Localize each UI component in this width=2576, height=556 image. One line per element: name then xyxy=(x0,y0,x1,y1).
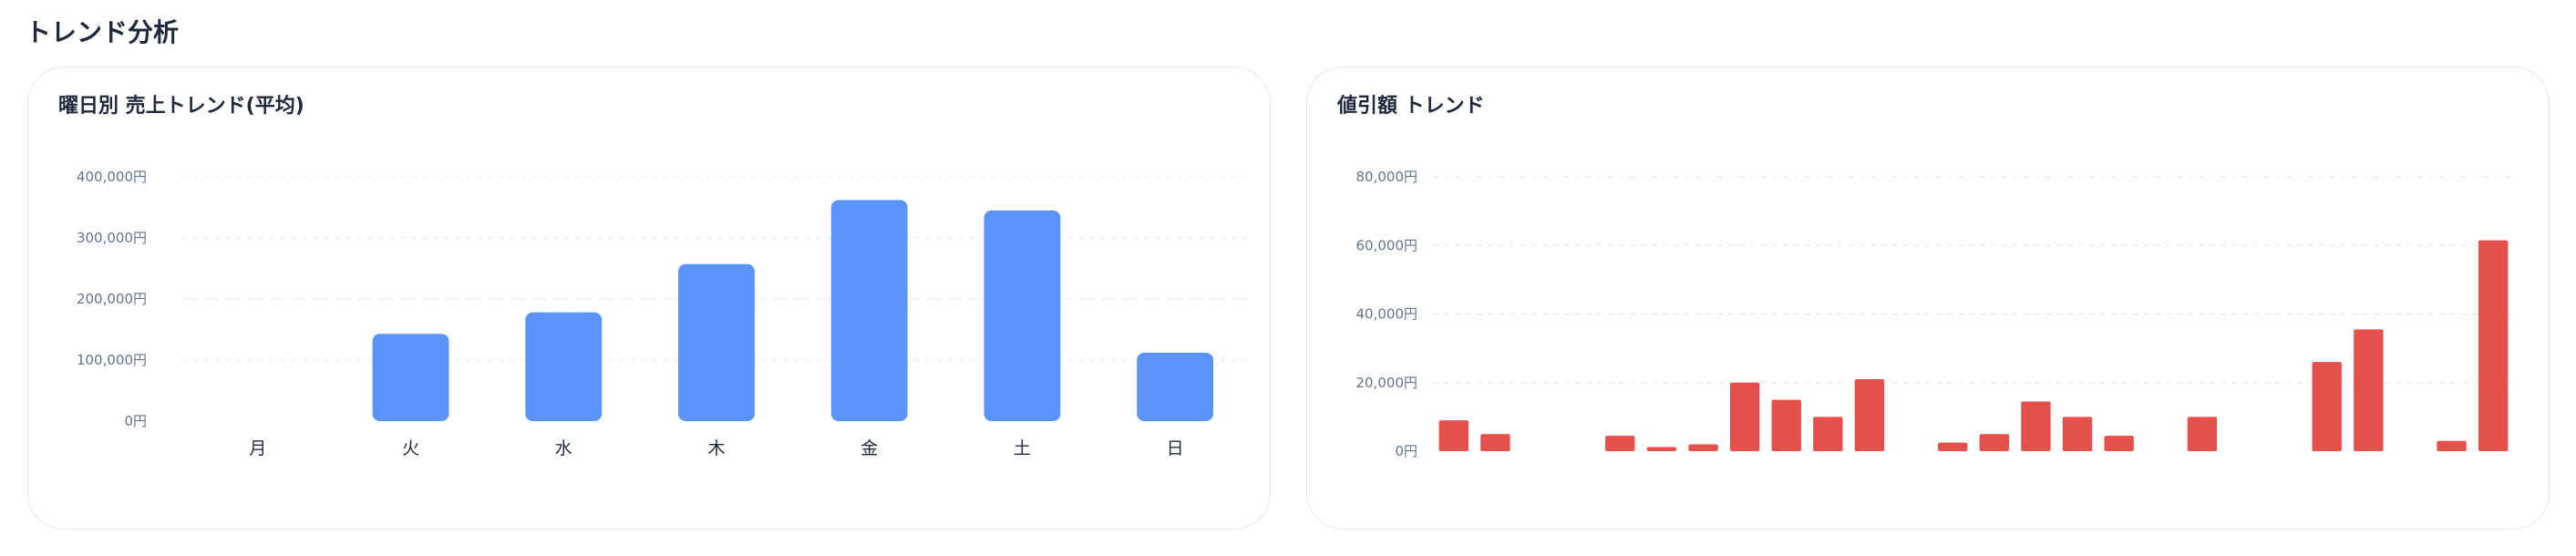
bar[interactable] xyxy=(1438,420,1469,451)
y-tick-label: 20,000円 xyxy=(1356,375,1418,391)
y-tick-label: 300,000円 xyxy=(77,230,147,246)
y-tick-label: 60,000円 xyxy=(1356,237,1418,253)
y-tick-label: 80,000円 xyxy=(1356,169,1418,185)
weekday-sales-card: 曜日別 売上トレンド(平均) 0円 100,000円 200,000円 300,000… xyxy=(27,67,1271,530)
x-category-label: 月 xyxy=(249,438,266,458)
x-category-label: 金 xyxy=(860,438,878,458)
bar[interactable] xyxy=(2354,329,2384,451)
page-title: トレンド分析 xyxy=(26,17,180,47)
bar[interactable] xyxy=(2187,417,2218,451)
x-category-label: 水 xyxy=(555,438,572,458)
bar[interactable] xyxy=(2312,362,2342,451)
bar[interactable] xyxy=(1813,417,1843,451)
x-category-label: 木 xyxy=(707,438,725,458)
discount-trend-card: 値引額 トレンド 0円 20,000円 40,000円 60,000円 80,000円 xyxy=(1306,67,2550,530)
bar[interactable] xyxy=(1771,399,1801,451)
x-category-label: 火 xyxy=(402,438,419,458)
bar[interactable] xyxy=(2437,440,2467,451)
bar[interactable] xyxy=(525,312,603,421)
bar[interactable] xyxy=(1688,444,1718,451)
weekday-sales-title: 曜日別 売上トレンド(平均) xyxy=(58,95,304,118)
bar[interactable] xyxy=(372,334,449,421)
y-tick-label: 0円 xyxy=(1395,443,1417,459)
bar[interactable] xyxy=(830,200,908,421)
y-tick-label: 100,000円 xyxy=(77,352,147,368)
bar[interactable] xyxy=(1729,382,1760,451)
bar[interactable] xyxy=(1137,352,1214,421)
x-category-label: 日 xyxy=(1167,438,1184,458)
bar[interactable] xyxy=(1854,378,1885,451)
bar[interactable] xyxy=(1605,436,1635,451)
discount-trend-title: 値引額 トレンド xyxy=(1337,95,1485,118)
y-tick-label: 40,000円 xyxy=(1356,306,1418,323)
y-tick-label: 200,000円 xyxy=(77,291,147,307)
bar[interactable] xyxy=(2104,436,2134,451)
bar[interactable] xyxy=(1937,442,1968,451)
x-category-label: 土 xyxy=(1014,438,1031,458)
bar[interactable] xyxy=(1979,434,2010,451)
bar[interactable] xyxy=(2021,401,2051,451)
bar[interactable] xyxy=(1646,447,1677,451)
discount-trend-chart: 0円 20,000円 40,000円 60,000円 80,000円 xyxy=(1356,169,2514,459)
bar[interactable] xyxy=(2478,240,2509,451)
bar[interactable] xyxy=(2062,417,2093,451)
bar[interactable] xyxy=(1480,434,1510,451)
bar[interactable] xyxy=(678,263,755,421)
y-tick-label: 400,000円 xyxy=(77,169,147,185)
bar[interactable] xyxy=(984,210,1061,421)
y-tick-label: 0円 xyxy=(124,413,147,429)
